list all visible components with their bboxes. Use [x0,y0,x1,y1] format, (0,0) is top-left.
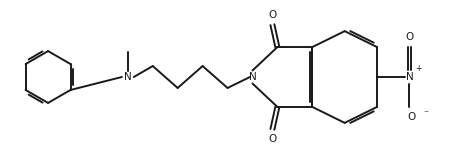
Text: O: O [408,112,416,122]
Text: ⁻: ⁻ [423,109,428,119]
Text: +: + [415,64,422,73]
Text: O: O [405,32,414,42]
Text: N: N [124,72,132,82]
Text: O: O [268,134,276,144]
Text: N: N [406,72,413,82]
Text: O: O [268,10,276,20]
Text: N: N [248,72,256,82]
